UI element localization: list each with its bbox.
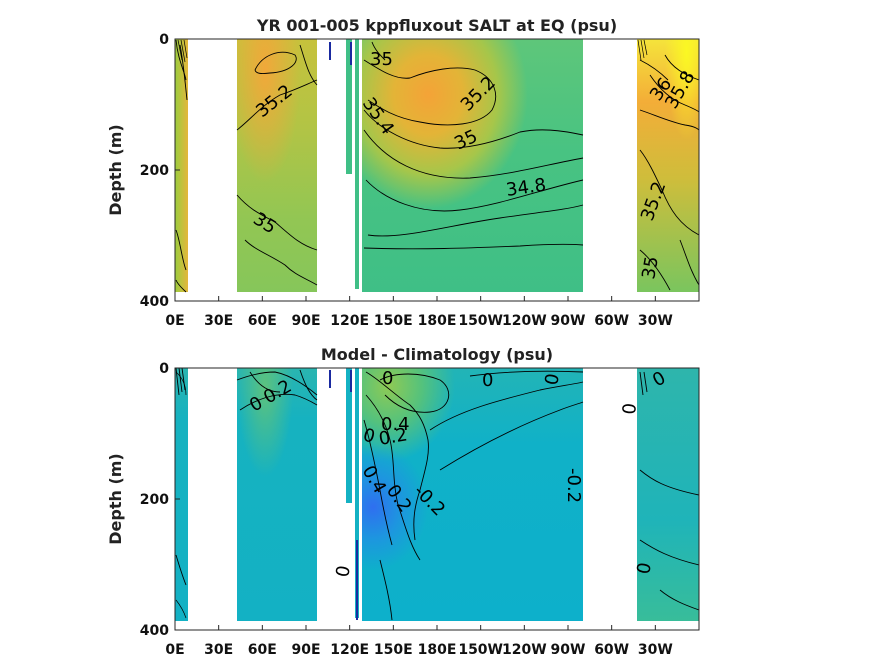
top-contour-lines: [175, 39, 699, 293]
x-tick-label: 30E: [204, 313, 233, 329]
y-tick-label: 400: [140, 294, 169, 310]
x-tick-label: 30W: [638, 313, 673, 329]
bottom-chart-title: Model - Climatology (psu): [321, 345, 553, 364]
x-tick-label: 150E: [374, 642, 413, 656]
bottom-y-ticks: 0 200 400: [140, 361, 180, 639]
x-tick-label: 60W: [594, 313, 629, 329]
x-tick-label: 30W: [638, 642, 673, 656]
bottom-contour-lines: [175, 368, 699, 621]
bottom-contour-label: 0: [332, 564, 355, 579]
bottom-contour-label: -0.2: [563, 468, 584, 503]
x-tick-label: 60W: [594, 642, 629, 656]
x-tick-label: 90W: [551, 642, 586, 656]
x-tick-label: 90W: [551, 313, 586, 329]
bottom-field-west-io: [175, 368, 188, 621]
y-tick-label: 0: [159, 32, 169, 48]
x-tick-label: 90E: [291, 313, 320, 329]
x-tick-label: 120W: [502, 642, 547, 656]
bottom-contour-label: 0: [541, 372, 564, 387]
x-tick-label: 180E: [418, 642, 457, 656]
top-chart-title: YR 001-005 kppfluxout SALT at EQ (psu): [256, 16, 617, 35]
x-tick-label: 60E: [248, 642, 277, 656]
top-panel: YR 001-005 kppfluxout SALT at EQ (psu): [106, 16, 700, 329]
y-tick-label: 0: [159, 361, 169, 377]
bottom-contour-label: 0.2: [377, 424, 409, 450]
x-tick-label: 30E: [204, 642, 233, 656]
bottom-contour-label: 0: [619, 402, 641, 415]
x-tick-label: 90E: [291, 642, 320, 656]
x-tick-label: 150E: [374, 313, 413, 329]
top-contour-field: 35 35.2 35 35.4 35.2 35 34.8 35.2 35 36 …: [175, 39, 699, 293]
top-contour-label: 35: [638, 255, 663, 281]
y-tick-label: 400: [140, 623, 169, 639]
bottom-contour-label: 0: [361, 425, 377, 448]
bottom-field-atlantic: [637, 368, 699, 621]
top-field-west-io: [175, 39, 188, 292]
bottom-contour-label: 0: [382, 368, 393, 389]
x-tick-label: 120E: [330, 642, 369, 656]
bottom-contour-label: 0: [482, 370, 493, 391]
bottom-contour-label: 0.4: [381, 414, 410, 435]
bottom-contour-field: 0 0.2 0 0 0 0.4 0.2 0 0.4 0.2 -0.2 -0.2 …: [175, 368, 699, 621]
x-tick-label: 60E: [248, 313, 277, 329]
bottom-contour-label: 0: [633, 561, 656, 576]
x-tick-label: 180E: [418, 313, 457, 329]
bottom-y-axis-label: Depth (m): [106, 453, 125, 545]
bottom-panel: Model - Climatology (psu): [106, 345, 700, 656]
x-tick-label: 120E: [330, 313, 369, 329]
top-y-axis-label: Depth (m): [106, 124, 125, 216]
x-tick-label: 150W: [458, 313, 503, 329]
x-tick-label: 0E: [165, 642, 184, 656]
x-tick-label: 0E: [165, 313, 184, 329]
y-tick-label: 200: [140, 492, 169, 508]
x-tick-label: 150W: [458, 642, 503, 656]
top-y-ticks: 0 200 400: [140, 32, 180, 310]
top-contour-label: 35: [370, 49, 393, 70]
x-tick-label: 120W: [502, 313, 547, 329]
y-tick-label: 200: [140, 163, 169, 179]
